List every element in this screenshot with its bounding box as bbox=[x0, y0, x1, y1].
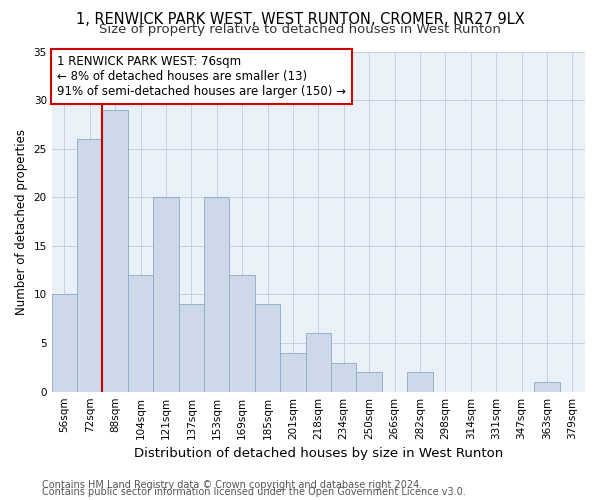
Bar bbox=[331, 362, 356, 392]
Bar bbox=[356, 372, 382, 392]
Y-axis label: Number of detached properties: Number of detached properties bbox=[15, 128, 28, 314]
Bar bbox=[77, 139, 103, 392]
Bar bbox=[153, 198, 179, 392]
Text: Contains public sector information licensed under the Open Government Licence v3: Contains public sector information licen… bbox=[42, 487, 466, 497]
Text: 1 RENWICK PARK WEST: 76sqm
← 8% of detached houses are smaller (13)
91% of semi-: 1 RENWICK PARK WEST: 76sqm ← 8% of detac… bbox=[57, 55, 346, 98]
Bar bbox=[204, 198, 229, 392]
Bar bbox=[255, 304, 280, 392]
Bar bbox=[534, 382, 560, 392]
Text: Contains HM Land Registry data © Crown copyright and database right 2024.: Contains HM Land Registry data © Crown c… bbox=[42, 480, 422, 490]
Text: 1, RENWICK PARK WEST, WEST RUNTON, CROMER, NR27 9LX: 1, RENWICK PARK WEST, WEST RUNTON, CROME… bbox=[76, 12, 524, 28]
X-axis label: Distribution of detached houses by size in West Runton: Distribution of detached houses by size … bbox=[134, 447, 503, 460]
Bar bbox=[103, 110, 128, 392]
Bar bbox=[52, 294, 77, 392]
Bar bbox=[305, 334, 331, 392]
Bar bbox=[407, 372, 433, 392]
Bar bbox=[179, 304, 204, 392]
Text: Size of property relative to detached houses in West Runton: Size of property relative to detached ho… bbox=[99, 22, 501, 36]
Bar bbox=[229, 275, 255, 392]
Bar bbox=[280, 353, 305, 392]
Bar bbox=[128, 275, 153, 392]
